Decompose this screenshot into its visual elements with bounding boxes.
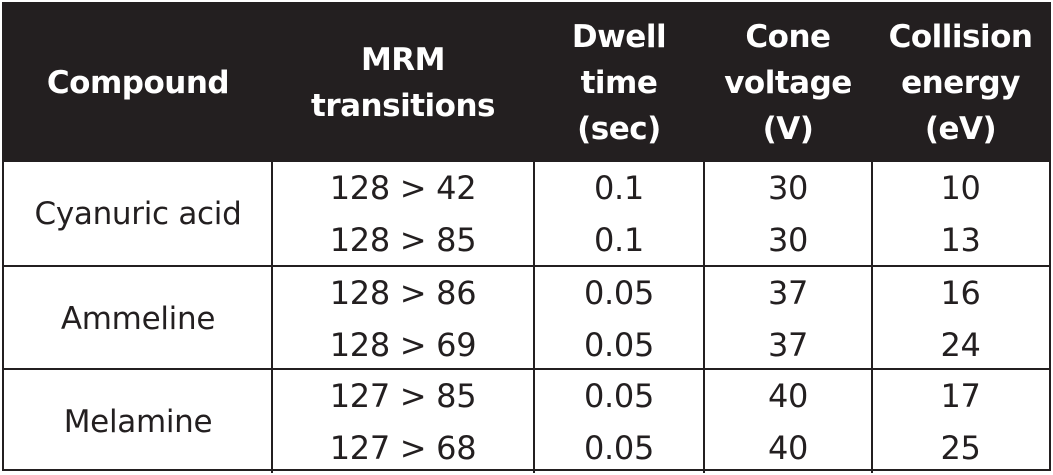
header-mrm-transitions: MRM transitions	[311, 42, 495, 124]
column-divider	[871, 162, 873, 473]
mrm-transition-cell: 128 > 42	[329, 169, 477, 207]
compound-group-ammeline: Ammeline 128 > 86 0.05 37 16 128 > 69 0.…	[4, 267, 1049, 371]
cone-voltage-cell: 40	[767, 429, 809, 467]
cone-voltage-cell: 30	[767, 221, 809, 259]
header-compound: Compound	[46, 65, 230, 101]
collision-energy-cell: 17	[940, 377, 981, 415]
mrm-transition-cell: 128 > 86	[329, 274, 477, 312]
mrm-transition-cell: 128 > 69	[329, 326, 477, 364]
collision-energy-cell: 10	[940, 169, 981, 207]
dwell-time-cell: 0.05	[583, 274, 655, 312]
compound-name: Melamine	[63, 404, 213, 440]
collision-energy-cell: 13	[940, 221, 981, 259]
header-cone-voltage: Cone voltage (V)	[724, 19, 852, 147]
collision-energy-cell: 16	[940, 274, 981, 312]
mrm-transition-cell: 128 > 85	[329, 221, 477, 259]
header-dwell-time: Dwell time (sec)	[571, 19, 667, 147]
collision-energy-cell: 25	[940, 429, 981, 467]
compound-group-melamine: Melamine 127 > 85 0.05 40 17 127 > 68 0.…	[4, 370, 1049, 474]
dwell-time-cell: 0.05	[583, 377, 655, 415]
cone-voltage-cell: 37	[767, 326, 809, 364]
cone-voltage-cell: 37	[767, 274, 809, 312]
cone-voltage-cell: 30	[767, 169, 809, 207]
collision-energy-cell: 24	[940, 326, 981, 364]
dwell-time-cell: 0.1	[594, 169, 644, 207]
table-header: Compound MRM transitions Dwell time (sec…	[4, 4, 1049, 162]
column-divider	[703, 162, 705, 473]
mrm-transition-cell: 127 > 85	[329, 377, 477, 415]
dwell-time-cell: 0.05	[583, 429, 655, 467]
dwell-time-cell: 0.1	[594, 221, 644, 259]
column-divider	[533, 162, 535, 473]
row-divider	[4, 265, 1049, 267]
column-divider	[271, 162, 273, 473]
cone-voltage-cell: 40	[767, 377, 809, 415]
compound-name: Ammeline	[60, 301, 216, 337]
compound-name: Cyanuric acid	[34, 196, 242, 232]
mrm-transition-cell: 127 > 68	[329, 429, 477, 467]
header-collision-energy: Collision energy (eV)	[888, 19, 1033, 147]
compound-group-cyanuric-acid: Cyanuric acid 128 > 42 0.1 30 10 128 > 8…	[4, 162, 1049, 266]
row-divider	[4, 368, 1049, 370]
dwell-time-cell: 0.05	[583, 326, 655, 364]
